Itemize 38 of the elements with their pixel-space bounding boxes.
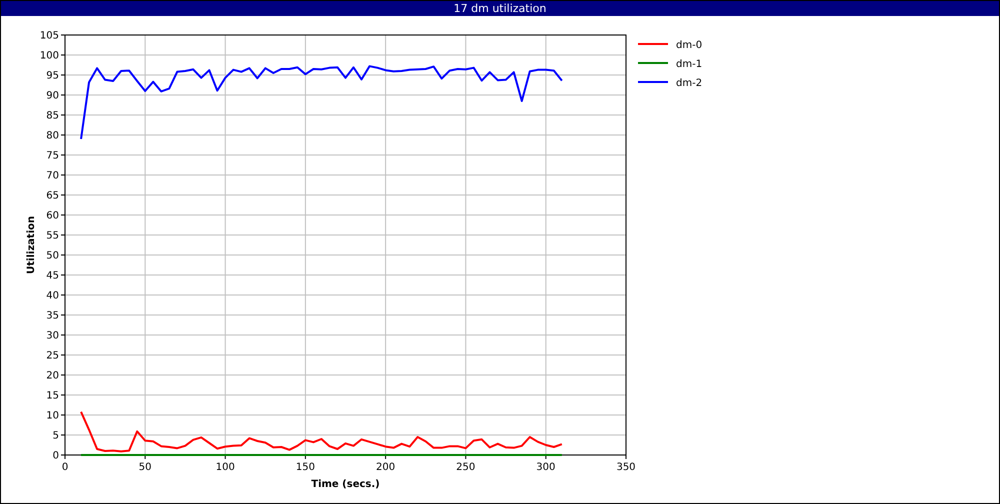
y-tick-label: 75 xyxy=(46,150,59,162)
y-tick-label: 70 xyxy=(46,170,59,182)
x-tick-label: 100 xyxy=(216,462,235,473)
legend-label: dm-1 xyxy=(676,59,702,70)
chart-title: 17 dm utilization xyxy=(454,2,546,15)
y-tick-label: 20 xyxy=(46,370,59,382)
y-tick-label: 25 xyxy=(46,350,59,362)
line-series xyxy=(80,65,563,140)
y-tick-label: 30 xyxy=(46,330,59,342)
y-tick-label: 80 xyxy=(46,130,59,142)
y-tick-label: 100 xyxy=(40,50,59,62)
legend-label: dm-2 xyxy=(676,78,702,89)
y-tick-label: 65 xyxy=(46,190,59,202)
x-tick-label: 150 xyxy=(296,462,315,473)
y-tick-label: 45 xyxy=(46,270,59,282)
x-tick-label: 350 xyxy=(616,462,636,473)
y-tick-label: 15 xyxy=(46,390,59,402)
y-tick-label: 60 xyxy=(46,210,59,222)
y-tick-label: 10 xyxy=(46,410,59,422)
line-series xyxy=(80,410,563,452)
y-tick-label: 50 xyxy=(46,250,59,262)
x-tick-label: 50 xyxy=(138,462,152,473)
y-tick-label: 90 xyxy=(46,90,59,102)
y-tick-label: 55 xyxy=(46,230,59,242)
y-tick-label: 85 xyxy=(46,110,59,122)
x-tick-label: 0 xyxy=(62,462,68,473)
y-tick-label: 105 xyxy=(40,30,59,42)
x-axis-title: Time (secs.) xyxy=(311,479,380,490)
y-tick-label: 5 xyxy=(52,430,59,442)
y-tick-label: 95 xyxy=(46,70,59,82)
x-tick-label: 200 xyxy=(376,462,396,473)
y-axis-title: Utilization xyxy=(26,216,37,274)
x-tick-label: 300 xyxy=(536,462,556,473)
y-tick-label: 35 xyxy=(46,310,59,322)
legend-label: dm-0 xyxy=(676,40,702,51)
y-tick-label: 0 xyxy=(52,450,59,462)
x-tick-label: 250 xyxy=(456,462,476,473)
y-tick-label: 40 xyxy=(46,290,59,302)
